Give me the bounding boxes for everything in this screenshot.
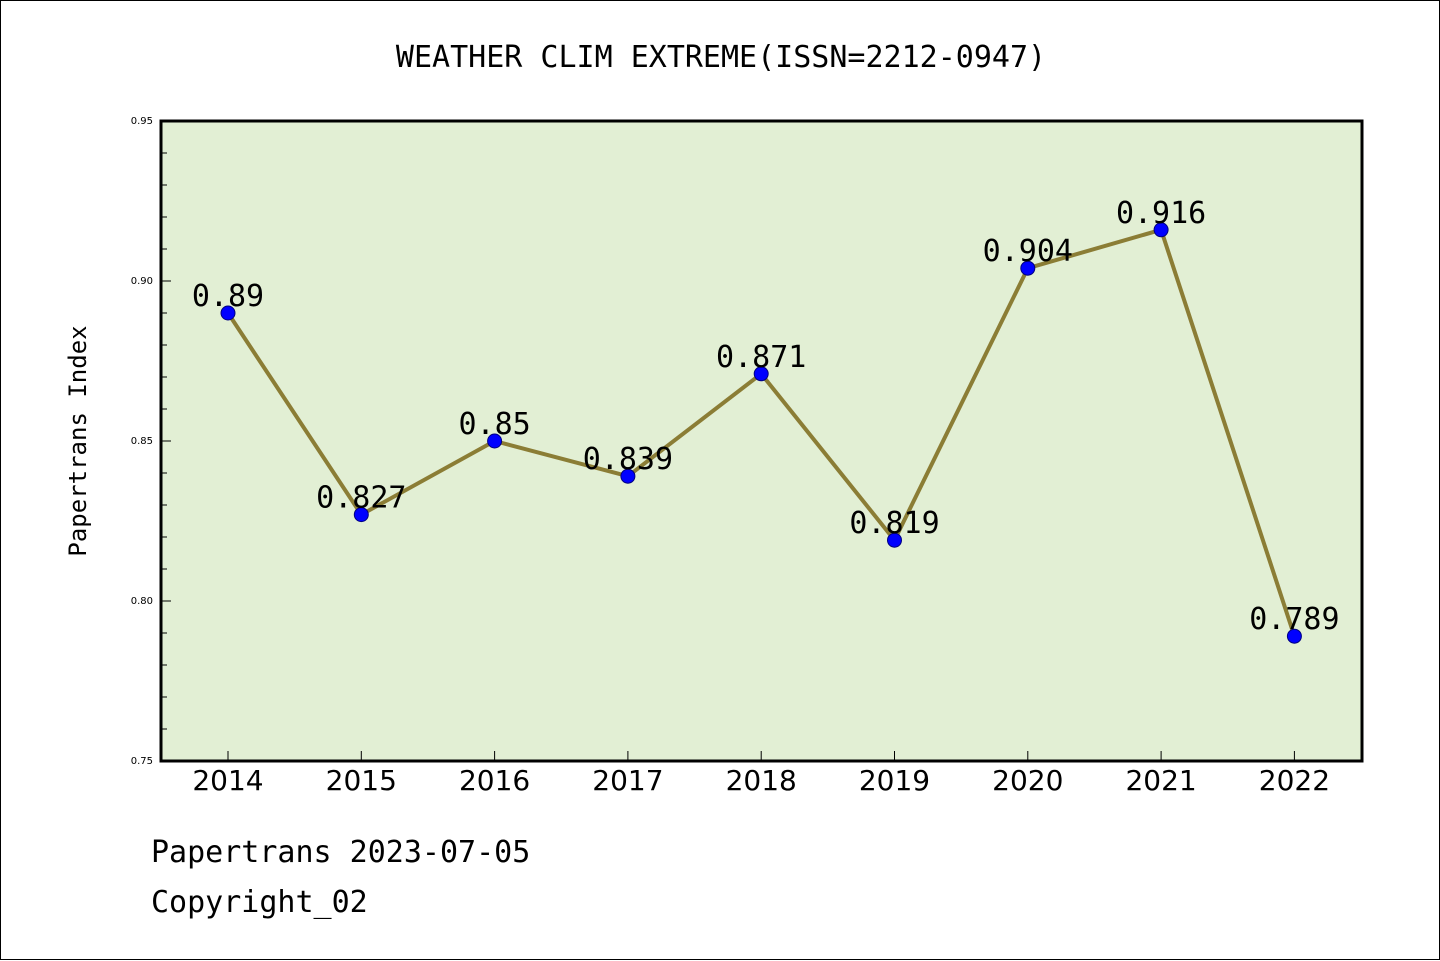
y-tick-label: 0.75	[131, 756, 153, 767]
x-tick-label: 2016	[459, 764, 530, 797]
data-label: 0.839	[583, 442, 673, 477]
data-label: 0.85	[458, 407, 530, 442]
x-tick-label: 2017	[592, 764, 663, 797]
data-label: 0.827	[316, 481, 406, 516]
data-label: 0.916	[1116, 196, 1206, 231]
x-tick-label: 2020	[992, 764, 1063, 797]
data-label: 0.789	[1249, 602, 1339, 637]
footer-copyright-line: Copyright_02	[151, 885, 368, 920]
y-axis-label: Papertrans Index	[64, 325, 92, 556]
x-tick-label: 2019	[859, 764, 930, 797]
data-point	[353, 507, 369, 523]
data-label: 0.819	[849, 506, 939, 541]
data-point	[620, 468, 636, 484]
data-point	[1020, 260, 1036, 276]
x-tick-label: 2021	[1125, 764, 1196, 797]
data-label: 0.89	[192, 279, 264, 314]
data-point	[887, 532, 902, 548]
x-tick-label: 2015	[326, 764, 397, 797]
x-tick-label: 2018	[726, 764, 797, 797]
x-tick-label: 2022	[1259, 764, 1330, 797]
x-tick-label: 2014	[192, 764, 263, 797]
y-tick-label: 0.80	[131, 596, 153, 607]
y-tick-label: 0.85	[131, 436, 153, 447]
y-tick-label: 0.90	[131, 276, 153, 287]
series-papertrans-index: 0.89 0.827 0.85 0.839 0.871 0.819 0.904 0.916 0.…	[192, 196, 1340, 644]
data-point	[1286, 628, 1302, 644]
data-point	[1153, 222, 1169, 238]
chart-title: WEATHER CLIM EXTREME(ISSN=2212-0947)	[396, 40, 1046, 75]
y-axis-ticks: 0.75 0.80 0.85 0.90 0.95	[131, 116, 171, 767]
data-point	[487, 433, 503, 449]
data-label: 0.871	[716, 340, 806, 375]
x-axis-ticks: 2014 2015 2016 2017 2018 2019 2020 2021 2022	[192, 751, 1330, 797]
data-label: 0.904	[983, 234, 1073, 269]
footer-date-line: Papertrans 2023-07-05	[151, 835, 531, 870]
data-point	[220, 305, 236, 321]
data-point	[753, 366, 769, 382]
y-tick-label: 0.95	[131, 116, 153, 127]
